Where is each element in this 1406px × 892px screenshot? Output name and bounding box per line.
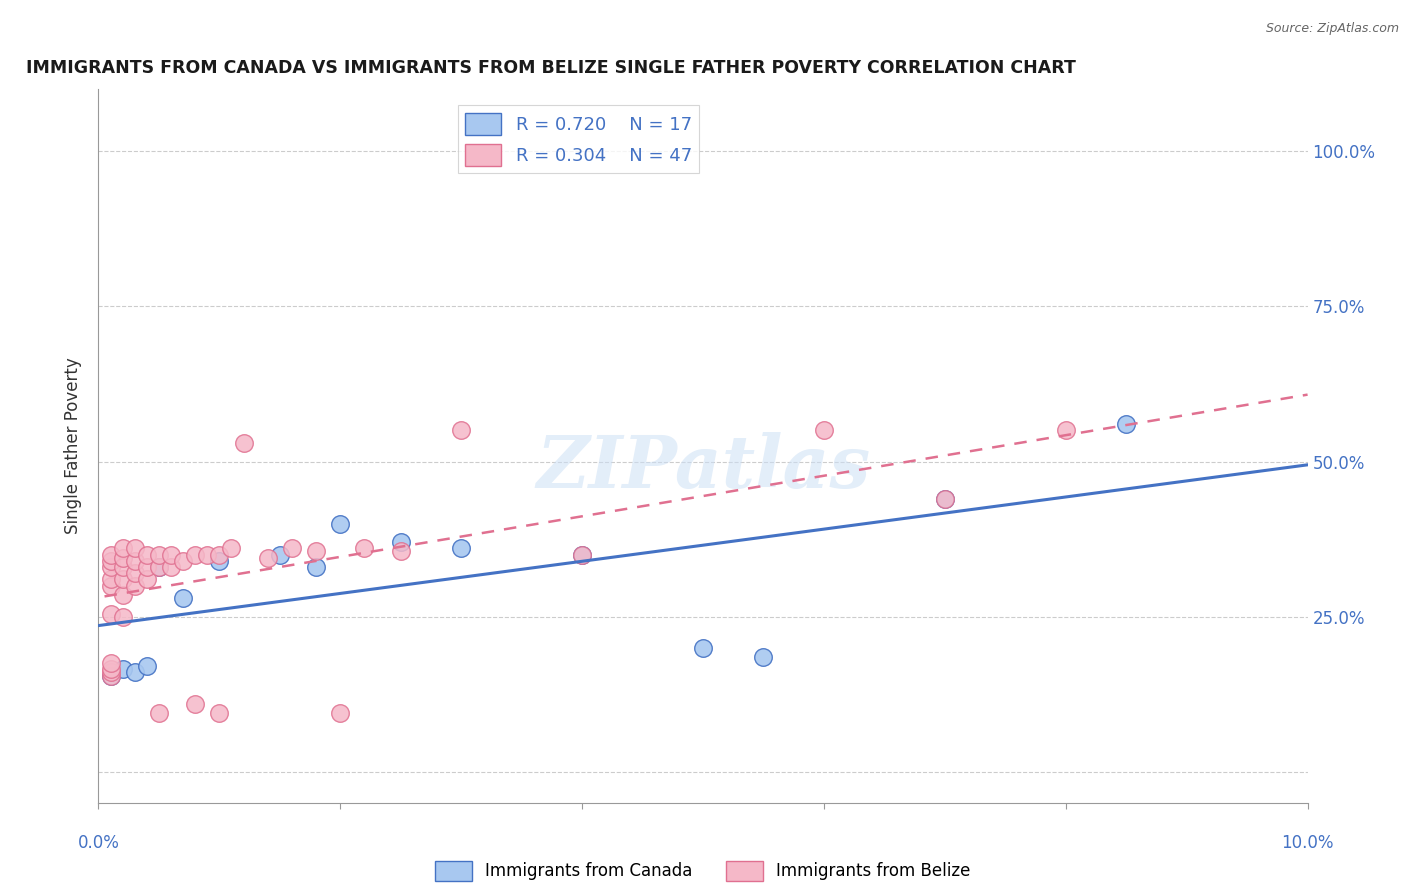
Point (148, 560, 170, 574)
Point (124, 554, 146, 568)
Point (100, 573, 122, 587)
Point (135, 560, 157, 574)
Point (389, 544, 412, 558)
Point (450, 541, 472, 556)
Point (100, 554, 122, 568)
Point (353, 541, 375, 556)
Point (111, 662, 134, 676)
Point (329, 706, 352, 720)
Text: 10.0%: 10.0% (1281, 834, 1334, 852)
Legend: R = 0.720    N = 17, R = 0.304    N = 47: R = 0.720 N = 17, R = 0.304 N = 47 (458, 105, 699, 173)
Point (389, 535, 412, 549)
Point (692, 640, 714, 655)
Point (329, 516, 352, 531)
Point (100, 668, 122, 682)
Point (208, 706, 231, 720)
Point (100, 560, 122, 574)
Point (256, 550, 278, 565)
Point (450, 424, 472, 438)
Point (184, 548, 207, 562)
Text: Source: ZipAtlas.com: Source: ZipAtlas.com (1265, 22, 1399, 36)
Point (305, 560, 328, 574)
Point (135, 659, 157, 673)
Point (148, 548, 170, 562)
Point (571, 548, 593, 562)
Point (111, 541, 134, 556)
Point (100, 656, 122, 670)
Point (813, 424, 835, 438)
Point (111, 588, 134, 602)
Point (100, 607, 122, 621)
Point (160, 548, 183, 562)
Point (111, 550, 134, 565)
Point (208, 548, 231, 562)
Point (100, 662, 122, 676)
Point (571, 548, 593, 562)
Point (232, 436, 254, 450)
Point (148, 560, 170, 574)
Point (221, 541, 243, 556)
Text: 0.0%: 0.0% (77, 834, 120, 852)
Point (172, 554, 194, 568)
Point (934, 491, 956, 506)
Point (135, 548, 157, 562)
Point (184, 697, 207, 711)
Point (135, 573, 157, 587)
Point (111, 573, 134, 587)
Point (148, 706, 170, 720)
Point (305, 544, 328, 558)
Text: IMMIGRANTS FROM CANADA VS IMMIGRANTS FROM BELIZE SINGLE FATHER POVERTY CORRELATI: IMMIGRANTS FROM CANADA VS IMMIGRANTS FRO… (25, 59, 1076, 77)
Point (124, 541, 146, 556)
Point (208, 554, 231, 568)
Point (160, 560, 183, 574)
Point (752, 650, 775, 665)
Text: ZIPatlas: ZIPatlas (536, 432, 870, 503)
Point (124, 665, 146, 680)
Point (1054, 424, 1077, 438)
Point (100, 579, 122, 593)
Point (1115, 417, 1137, 432)
Y-axis label: Single Father Poverty: Single Father Poverty (65, 358, 83, 534)
Point (111, 560, 134, 574)
Point (124, 579, 146, 593)
Point (172, 591, 194, 605)
Point (934, 491, 956, 506)
Point (100, 548, 122, 562)
Point (100, 668, 122, 682)
Point (111, 609, 134, 624)
Point (100, 665, 122, 680)
Point (124, 566, 146, 581)
Point (269, 548, 291, 562)
Point (195, 548, 218, 562)
Point (281, 541, 304, 556)
